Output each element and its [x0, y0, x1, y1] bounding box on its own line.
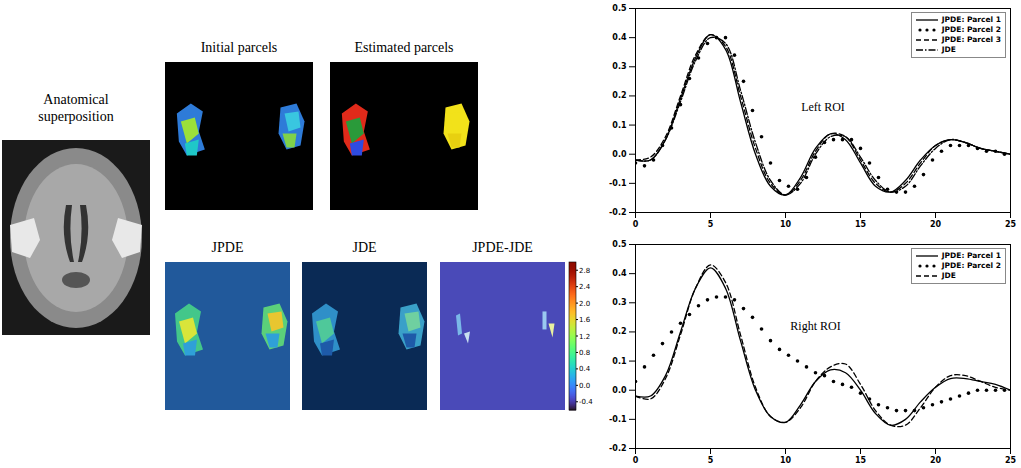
svg-text:0.1: 0.1 [612, 357, 627, 366]
svg-text:1.6: 1.6 [579, 316, 591, 324]
svg-text:Right ROI: Right ROI [790, 319, 840, 333]
svg-text:0.0: 0.0 [612, 386, 627, 395]
svg-text:JPDE: JPDE [212, 240, 244, 255]
svg-text:0.4: 0.4 [612, 269, 627, 278]
svg-text:0.4: 0.4 [612, 33, 627, 42]
svg-text:-0.4: -0.4 [579, 398, 593, 406]
svg-text:JDE: JDE [352, 240, 376, 255]
svg-text:0.5: 0.5 [612, 240, 627, 249]
svg-text:Anatomicalsuperposition: Anatomicalsuperposition [38, 92, 113, 124]
svg-text:2.4: 2.4 [579, 283, 591, 291]
html-text:JPDE: Parcel 2: JPDE: Parcel 2 [941, 261, 1001, 270]
svg-text:25: 25 [1005, 220, 1017, 229]
svg-text:0.3: 0.3 [612, 62, 626, 71]
svg-text:0.1: 0.1 [612, 121, 627, 130]
svg-text:2.0: 2.0 [579, 300, 590, 308]
html-text:JPDE: Parcel 1: JPDE: Parcel 1 [941, 251, 1001, 260]
svg-text:0: 0 [633, 220, 639, 229]
svg-text:Estimated parcels: Estimated parcels [354, 40, 453, 55]
html-text:JPDE: Parcel 1: JPDE: Parcel 1 [941, 15, 1001, 24]
svg-text:20: 20 [930, 220, 942, 229]
html-text:JPDE: Parcel 2: JPDE: Parcel 2 [941, 25, 1001, 34]
svg-text:0.0: 0.0 [579, 382, 590, 390]
svg-text:0.3: 0.3 [612, 298, 626, 307]
svg-text:25: 25 [1005, 456, 1017, 465]
svg-text:Initial parcels: Initial parcels [201, 40, 278, 55]
svg-text:Left ROI: Left ROI [801, 100, 845, 114]
svg-text:-0.2: -0.2 [609, 444, 627, 453]
svg-text:0.5: 0.5 [612, 4, 627, 13]
svg-text:10: 10 [780, 456, 792, 465]
svg-text:-0.1: -0.1 [609, 415, 627, 424]
svg-text:0.2: 0.2 [612, 327, 626, 336]
svg-text:-0.2: -0.2 [609, 208, 627, 217]
html-text:JDE: JDE [941, 271, 956, 280]
svg-text:20: 20 [930, 456, 942, 465]
svg-text:0.4: 0.4 [579, 365, 591, 373]
svg-text:15: 15 [855, 220, 867, 229]
svg-text:0.0: 0.0 [612, 150, 627, 159]
svg-text:0.2: 0.2 [612, 91, 626, 100]
svg-text:2.8: 2.8 [579, 267, 590, 275]
svg-text:5: 5 [708, 220, 714, 229]
svg-text:-0.1: -0.1 [609, 179, 627, 188]
svg-text:0.8: 0.8 [579, 349, 590, 357]
svg-text:JPDE-JDE: JPDE-JDE [472, 240, 533, 255]
svg-text:5: 5 [708, 456, 714, 465]
svg-text:0: 0 [633, 456, 639, 465]
svg-text:1.2: 1.2 [579, 333, 590, 341]
svg-text:15: 15 [855, 456, 867, 465]
html-text:JDE: JDE [941, 45, 956, 54]
svg-text:10: 10 [780, 220, 792, 229]
html-text:JPDE: Parcel 3: JPDE: Parcel 3 [941, 35, 1001, 44]
